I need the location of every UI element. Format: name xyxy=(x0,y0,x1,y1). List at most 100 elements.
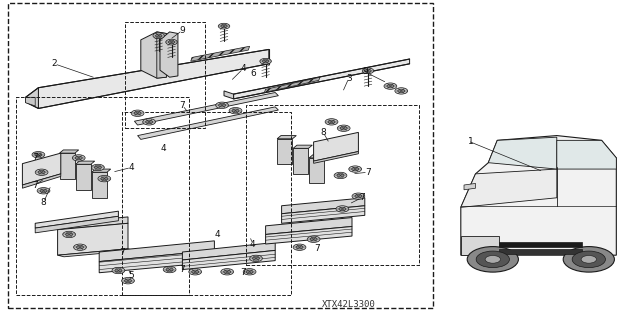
Bar xyxy=(122,112,291,295)
Circle shape xyxy=(581,256,596,263)
Polygon shape xyxy=(99,250,214,273)
Polygon shape xyxy=(282,206,365,223)
Polygon shape xyxy=(76,164,91,190)
Polygon shape xyxy=(264,77,320,93)
Polygon shape xyxy=(60,150,79,153)
Polygon shape xyxy=(141,32,166,78)
Text: 7: 7 xyxy=(359,193,364,202)
Circle shape xyxy=(352,167,359,171)
Polygon shape xyxy=(182,250,275,270)
Circle shape xyxy=(572,251,605,268)
Polygon shape xyxy=(293,145,312,148)
Polygon shape xyxy=(35,211,118,228)
Polygon shape xyxy=(488,137,557,169)
Circle shape xyxy=(221,269,234,275)
Circle shape xyxy=(365,69,371,72)
Text: 7: 7 xyxy=(365,168,371,177)
Text: 4: 4 xyxy=(161,144,166,153)
Bar xyxy=(246,105,419,265)
Circle shape xyxy=(260,58,271,64)
Circle shape xyxy=(395,88,408,94)
Circle shape xyxy=(232,109,239,113)
Circle shape xyxy=(218,103,226,107)
Circle shape xyxy=(221,25,227,28)
Text: 2: 2 xyxy=(52,59,57,68)
Polygon shape xyxy=(309,158,324,183)
Circle shape xyxy=(95,166,101,169)
Polygon shape xyxy=(309,155,328,158)
Text: 8: 8 xyxy=(321,128,326,137)
Text: 7: 7 xyxy=(33,181,38,189)
Circle shape xyxy=(229,108,242,114)
Polygon shape xyxy=(282,198,365,214)
Circle shape xyxy=(115,269,122,272)
Circle shape xyxy=(355,194,362,198)
Circle shape xyxy=(340,126,347,130)
Circle shape xyxy=(63,231,76,238)
Circle shape xyxy=(166,268,173,271)
Circle shape xyxy=(293,244,306,250)
Circle shape xyxy=(156,34,162,37)
Circle shape xyxy=(334,172,347,179)
Polygon shape xyxy=(314,132,358,161)
Text: 4: 4 xyxy=(250,240,255,249)
Polygon shape xyxy=(22,153,61,185)
Polygon shape xyxy=(277,136,296,139)
Circle shape xyxy=(112,267,125,274)
Circle shape xyxy=(252,256,260,260)
Circle shape xyxy=(339,207,346,211)
Bar xyxy=(16,97,189,295)
Polygon shape xyxy=(92,172,107,198)
Circle shape xyxy=(76,156,82,160)
Polygon shape xyxy=(22,174,61,188)
Circle shape xyxy=(153,33,164,39)
Polygon shape xyxy=(38,49,269,108)
Circle shape xyxy=(337,174,344,177)
Polygon shape xyxy=(499,249,582,254)
Polygon shape xyxy=(76,161,95,164)
Circle shape xyxy=(218,23,230,29)
Polygon shape xyxy=(314,152,358,163)
Polygon shape xyxy=(58,217,128,230)
Polygon shape xyxy=(293,148,308,174)
Text: 9: 9 xyxy=(180,26,185,35)
Circle shape xyxy=(325,119,338,125)
Circle shape xyxy=(72,155,85,161)
Text: 7: 7 xyxy=(180,265,185,274)
Text: 6: 6 xyxy=(250,69,255,78)
Circle shape xyxy=(362,68,374,74)
Circle shape xyxy=(296,246,303,249)
Circle shape xyxy=(101,177,108,181)
Polygon shape xyxy=(58,249,134,257)
Text: 8: 8 xyxy=(41,198,46,207)
Polygon shape xyxy=(266,218,352,234)
Text: 4: 4 xyxy=(241,64,246,73)
Polygon shape xyxy=(35,216,118,233)
Circle shape xyxy=(224,270,231,274)
Circle shape xyxy=(349,166,362,172)
Polygon shape xyxy=(464,183,476,190)
Circle shape xyxy=(352,193,365,199)
Bar xyxy=(125,22,205,128)
Circle shape xyxy=(32,152,45,158)
Circle shape xyxy=(146,120,153,124)
Text: 5: 5 xyxy=(129,271,134,280)
Polygon shape xyxy=(160,32,178,77)
Polygon shape xyxy=(499,242,582,247)
Circle shape xyxy=(192,270,198,274)
Circle shape xyxy=(168,41,175,44)
Circle shape xyxy=(35,169,48,175)
Circle shape xyxy=(216,102,228,108)
Circle shape xyxy=(143,119,156,125)
Polygon shape xyxy=(224,91,234,99)
Polygon shape xyxy=(26,97,35,106)
Circle shape xyxy=(189,269,202,275)
Text: 4: 4 xyxy=(129,163,134,172)
Text: 4: 4 xyxy=(215,230,220,239)
Circle shape xyxy=(387,84,394,88)
Circle shape xyxy=(37,188,50,194)
Circle shape xyxy=(98,175,111,182)
Circle shape xyxy=(77,246,83,249)
Circle shape xyxy=(563,247,614,272)
Circle shape xyxy=(328,120,335,124)
